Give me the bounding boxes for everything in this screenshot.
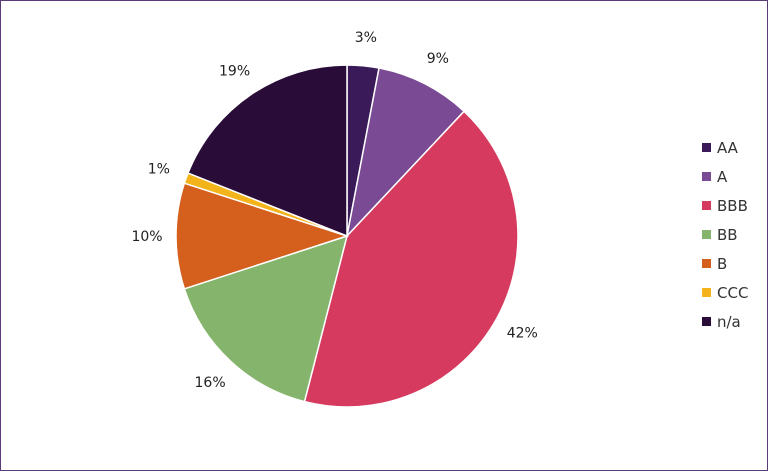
- slice-label-a: 9%: [427, 51, 449, 67]
- slice-label-b: 10%: [131, 229, 162, 245]
- slice-label-bbb: 42%: [507, 325, 538, 341]
- pie-slice-bbb: [303, 110, 519, 408]
- legend-swatch-na: [702, 317, 711, 326]
- slice-label-na: 19%: [219, 64, 250, 80]
- pie-slice-bb: [183, 234, 349, 403]
- legend-label-ccc: CCC: [717, 284, 748, 302]
- pie-slice-b: [175, 182, 350, 290]
- legend-label-b: B: [717, 255, 727, 273]
- pie-slices: [175, 64, 519, 408]
- legend-label-na: n/a: [717, 313, 741, 331]
- legend-swatch-bbb: [702, 201, 711, 210]
- legend-label-bb: BB: [717, 226, 738, 244]
- pie-labels: 3% 9% 42% 16% 10% 1% 19%: [131, 30, 537, 391]
- legend-label-bbb: BBB: [717, 197, 748, 215]
- legend-swatch-ccc: [702, 288, 711, 297]
- legend-label-a: A: [717, 168, 728, 186]
- legend-swatch-b: [702, 259, 711, 268]
- legend-swatch-a: [702, 172, 711, 181]
- slice-label-ccc: 1%: [148, 161, 170, 177]
- slice-label-aa: 3%: [355, 30, 377, 46]
- pie-slice-a: [345, 67, 466, 239]
- legend-label-aa: AA: [717, 139, 739, 157]
- slice-label-bb: 16%: [195, 375, 226, 391]
- legend-swatch-aa: [702, 143, 711, 152]
- pie-slice-na: [187, 64, 348, 238]
- legend-swatch-bb: [702, 230, 711, 239]
